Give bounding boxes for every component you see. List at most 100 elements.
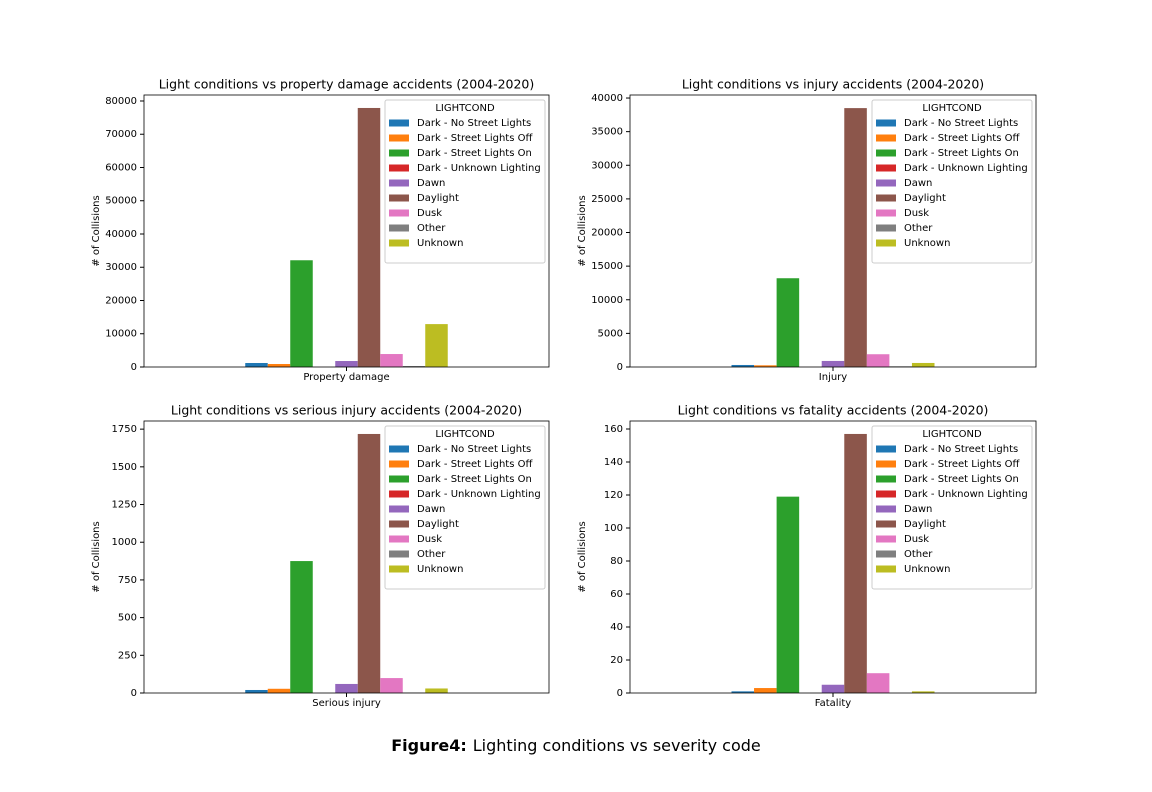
legend-swatch [876,475,896,483]
y-tick-label: 10000 [591,295,623,306]
subplot: Light conditions vs serious injury accid… [91,403,550,709]
legend-label: Dawn [417,504,445,515]
chart-title: Light conditions vs injury accidents (20… [682,77,984,92]
legend-swatch [876,445,896,453]
legend-label: Dark - Street Lights On [417,148,532,159]
legend-swatch [389,565,409,573]
legend-label: Daylight [417,519,459,530]
x-tick-label: Serious injury [312,698,381,709]
x-tick-label: Property damage [303,372,389,383]
legend-swatch [389,239,409,247]
bar [754,365,777,367]
y-tick-label: 160 [604,424,623,435]
legend-swatch [876,134,896,142]
y-tick-label: 80000 [105,96,137,107]
bar [357,107,381,368]
legend-label: Dark - Street Lights Off [417,459,533,470]
bar [290,561,313,693]
bar [821,360,845,367]
legend-swatch [876,565,896,573]
legend-label: Dark - Street Lights Off [904,459,1020,470]
bar [866,673,890,693]
bar [357,433,381,693]
legend-label: Other [904,549,933,560]
legend-swatch [389,134,409,142]
y-axis-label: # of Collisions [577,195,588,266]
y-tick-label: 60 [610,589,623,600]
bar [380,354,403,367]
y-axis-label: # of Collisions [577,521,588,592]
bar [245,363,268,367]
axes-frame [143,94,550,368]
legend-label: Dawn [904,178,932,189]
caption-text: Lighting conditions vs severity code [473,736,761,755]
bar [425,688,448,693]
legend-label: Dark - Unknown Lighting [904,489,1028,500]
legend-swatch [389,475,409,483]
legend-swatch [389,535,409,543]
legend-swatch [389,179,409,187]
legend-label: Dark - No Street Lights [417,118,531,129]
bar [776,278,800,367]
y-tick-label: 15000 [591,261,623,272]
legend-label: Dark - Unknown Lighting [417,163,541,174]
bar [731,364,755,367]
y-tick-label: 0 [131,688,137,699]
bar [844,108,867,367]
y-tick-label: 80 [610,556,623,567]
y-tick-label: 20000 [591,228,623,239]
legend-label: Dark - Street Lights Off [904,133,1020,144]
legend-label: Other [417,549,446,560]
legend-label: Dark - Unknown Lighting [417,489,541,500]
legend-swatch [389,224,409,232]
legend-label: Daylight [904,193,946,204]
legend-label: Dark - Unknown Lighting [904,163,1028,174]
bar [821,684,845,693]
legend-swatch [876,224,896,232]
legend-swatch [389,164,409,172]
y-tick-label: 30000 [105,262,137,273]
y-tick-label: 40000 [591,93,623,104]
legend-label: Dusk [904,208,929,219]
y-tick-label: 40000 [105,229,137,240]
legend-swatch [876,194,896,202]
legend-swatch [876,119,896,127]
bar [866,354,890,367]
y-tick-label: 0 [617,362,623,373]
bar [402,366,426,367]
bar [290,260,313,367]
y-tick-label: 120 [604,490,623,501]
subplot: Light conditions vs property damage acci… [91,77,550,383]
chart-title: Light conditions vs serious injury accid… [171,403,522,418]
bar [911,362,935,367]
legend-label: Unknown [417,238,463,249]
y-tick-label: 1250 [112,500,137,511]
y-tick-label: 750 [118,575,137,586]
bar [335,361,358,367]
y-tick-label: 40 [610,622,623,633]
legend-swatch [876,505,896,513]
legend-swatch [876,209,896,217]
legend-swatch [389,520,409,528]
legend-swatch [876,179,896,187]
legend-label: Other [904,223,933,234]
bar [425,324,448,367]
legend-label: Dusk [417,534,442,545]
bar [731,691,755,693]
caption-label: Figure4: [391,736,467,755]
legend-label: Dark - Street Lights On [904,148,1019,159]
legend-swatch [876,520,896,528]
y-tick-label: 100 [604,523,623,534]
legend-swatch [389,149,409,157]
bar [335,683,358,693]
legend-label: Dawn [417,178,445,189]
legend-swatch [389,505,409,513]
bar [911,691,935,693]
y-tick-label: 60000 [105,162,137,173]
y-axis-label: # of Collisions [91,521,102,592]
legend-title: LIGHTCOND [922,103,982,114]
y-tick-label: 1750 [112,424,137,435]
y-tick-label: 35000 [591,127,623,138]
bar [844,433,867,693]
x-tick-label: Injury [819,372,848,383]
